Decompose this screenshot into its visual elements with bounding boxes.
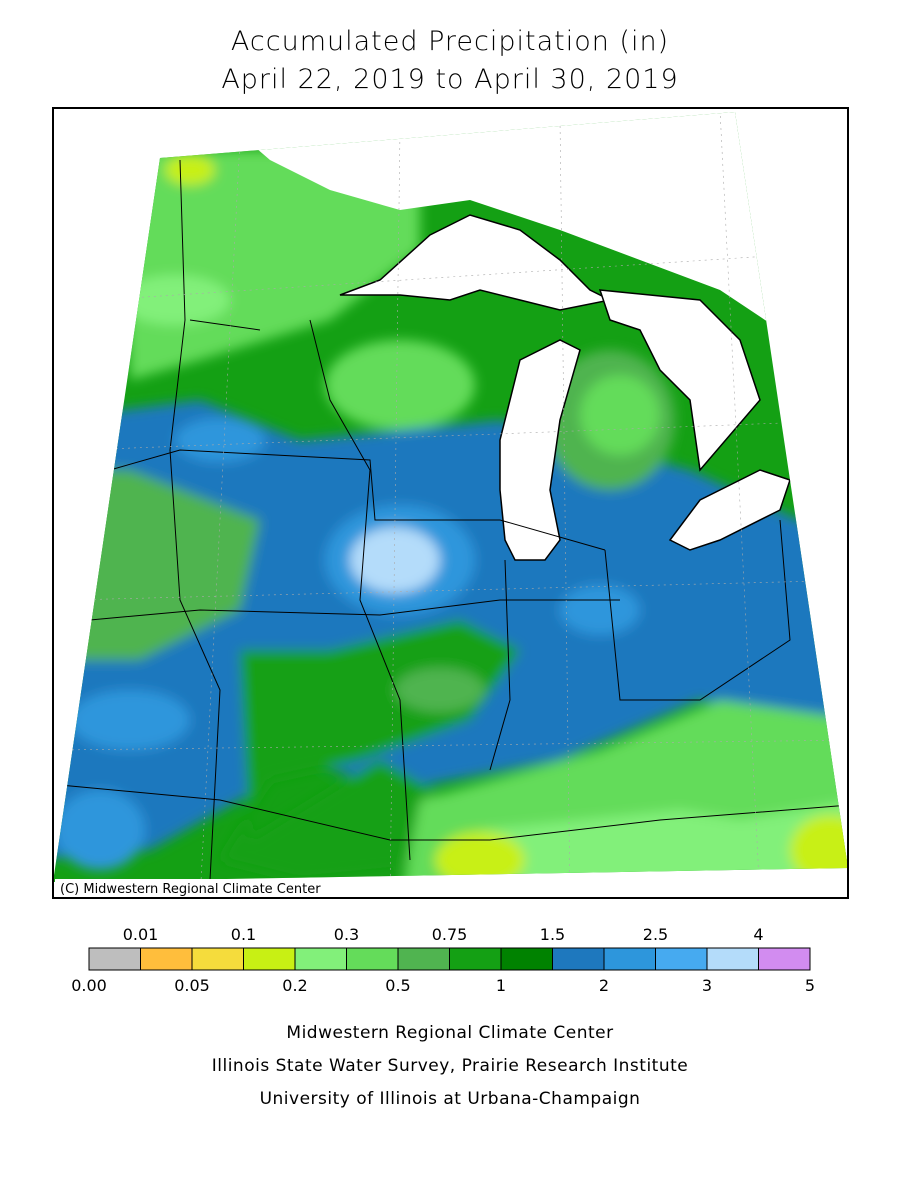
legend-swatch (758, 947, 811, 971)
footer-line: Illinois State Water Survey, Prairie Res… (212, 1056, 688, 1076)
legend-top-label: 0.3 (334, 925, 359, 944)
credit-box (55, 879, 337, 897)
legend-swatch (294, 947, 347, 971)
map-frame (52, 107, 849, 899)
title: Accumulated Precipitation (in) (231, 26, 669, 57)
map: (C) Midwestern Regional Climate Center (52, 107, 849, 899)
legend-swatch (552, 947, 605, 971)
legend-bottom-label: 5 (805, 976, 815, 995)
legend-bottom-label: 2 (599, 976, 609, 995)
legend-swatch (500, 947, 553, 971)
legend-top-label: 0.75 (432, 925, 468, 944)
legend-bottom-label: 3 (702, 976, 712, 995)
legend-bottom-label: 0.5 (385, 976, 410, 995)
legend-swatch (191, 947, 244, 971)
legend-top-label: 1.5 (540, 925, 565, 944)
legend-swatch (243, 947, 296, 971)
legend-top-label: 4 (753, 925, 763, 944)
footer-line: Midwestern Regional Climate Center (286, 1023, 613, 1043)
subtitle: April 22, 2019 to April 30, 2019 (221, 64, 678, 95)
legend-bottom-label: 0.05 (174, 976, 210, 995)
footer-line: University of Illinois at Urbana-Champai… (260, 1089, 641, 1109)
legend-swatch (346, 947, 399, 971)
legend-swatch (397, 947, 450, 971)
legend-top-label: 0.1 (231, 925, 256, 944)
legend-top-label: 2.5 (643, 925, 668, 944)
legend-bottom-label: 0.2 (282, 976, 307, 995)
legend-bottom-label: 0.00 (71, 976, 107, 995)
legend-swatch (603, 947, 656, 971)
legend-swatch (88, 947, 141, 971)
legend-swatch (706, 947, 759, 971)
legend-bottom-label: 1 (496, 976, 506, 995)
legend-swatch (140, 947, 193, 971)
map-credit: (C) Midwestern Regional Climate Center (60, 882, 321, 897)
legend-swatch (655, 947, 708, 971)
precip-field (53, 112, 848, 882)
legend-swatch (449, 947, 502, 971)
legend: 0.01 0.1 0.3 0.75 1.5 2.5 4 0.00 0.05 0.2 0.5 1 2 3 5 (71, 925, 815, 995)
legend-top-label: 0.01 (123, 925, 159, 944)
